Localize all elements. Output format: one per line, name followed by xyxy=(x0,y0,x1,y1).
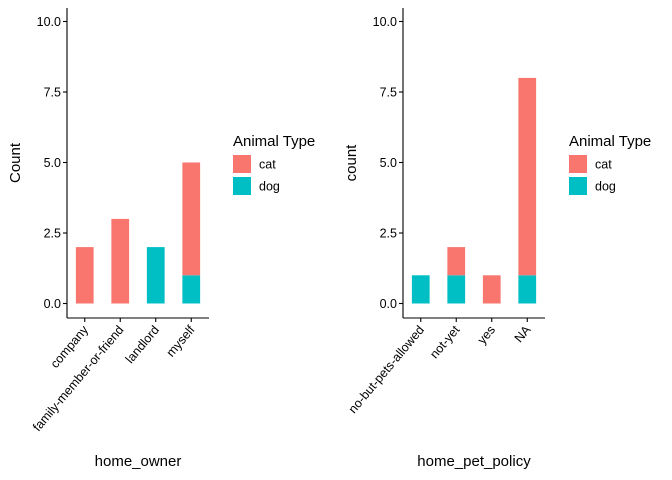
legend-swatch-cat xyxy=(233,155,251,173)
bar-cat-not-yet xyxy=(447,247,466,276)
y-axis-title: count xyxy=(343,144,360,182)
x-tick-label: NA xyxy=(512,322,534,345)
legend: Animal Type cat dog xyxy=(569,133,651,195)
bar-dog-not-yet xyxy=(447,275,466,304)
legend-label-dog: dog xyxy=(595,180,616,194)
x-tick-label: not-yet xyxy=(427,323,463,362)
x-tick-label: no-but-pets-allowed xyxy=(346,323,427,416)
x-axis-title: home_owner xyxy=(95,453,182,470)
y-tick-label: 5.0 xyxy=(380,156,397,170)
x-tick-label: myself xyxy=(164,323,198,360)
legend-swatch-dog xyxy=(233,177,251,195)
legend-swatch-cat xyxy=(569,155,587,173)
y-tick-label: 0.0 xyxy=(380,297,397,311)
chart-panel-1: 0.02.55.07.510.0companyfamily-member-or-… xyxy=(7,8,315,470)
legend-label-dog: dog xyxy=(259,180,280,194)
bar-cat-family-member-or-friend xyxy=(111,218,130,304)
legend-swatch-dog xyxy=(569,177,587,195)
y-tick-label: 7.5 xyxy=(44,86,61,100)
y-tick-label: 2.5 xyxy=(44,227,61,241)
x-tick-label: landlord xyxy=(123,323,162,366)
y-axis-title: Count xyxy=(7,142,24,183)
y-tick-label: 5.0 xyxy=(44,156,61,170)
bar-cat-company xyxy=(75,247,94,304)
chart-panel-2: 0.0 2.5 5.0 7.5 10.0 no-but-pets-allowed not-y… xyxy=(343,8,651,470)
y-tick-label: 2.5 xyxy=(380,227,397,241)
legend-title: Animal Type xyxy=(569,133,651,150)
x-tick-label: yes xyxy=(475,323,498,347)
bar-dog-NA xyxy=(518,275,537,304)
bar-dog-landlord xyxy=(146,247,165,304)
y-tick-label: 10.0 xyxy=(373,15,397,29)
legend-label-cat: cat xyxy=(259,158,276,172)
bar-cat-myself xyxy=(182,162,201,276)
legend-label-cat: cat xyxy=(595,158,612,172)
legend-title: Animal Type xyxy=(233,133,315,150)
bar-dog-myself xyxy=(182,275,201,304)
legend: Animal Type cat dog xyxy=(233,133,315,195)
y-tick-label: 0.0 xyxy=(44,297,61,311)
bar-cat-yes xyxy=(482,275,501,304)
y-tick-label: 10.0 xyxy=(37,15,61,29)
x-axis-title: home_pet_policy xyxy=(417,453,531,470)
bar-dog-no-but-pets-allowed xyxy=(411,275,430,304)
bar-cat-NA xyxy=(518,77,537,276)
y-tick-label: 7.5 xyxy=(380,86,397,100)
